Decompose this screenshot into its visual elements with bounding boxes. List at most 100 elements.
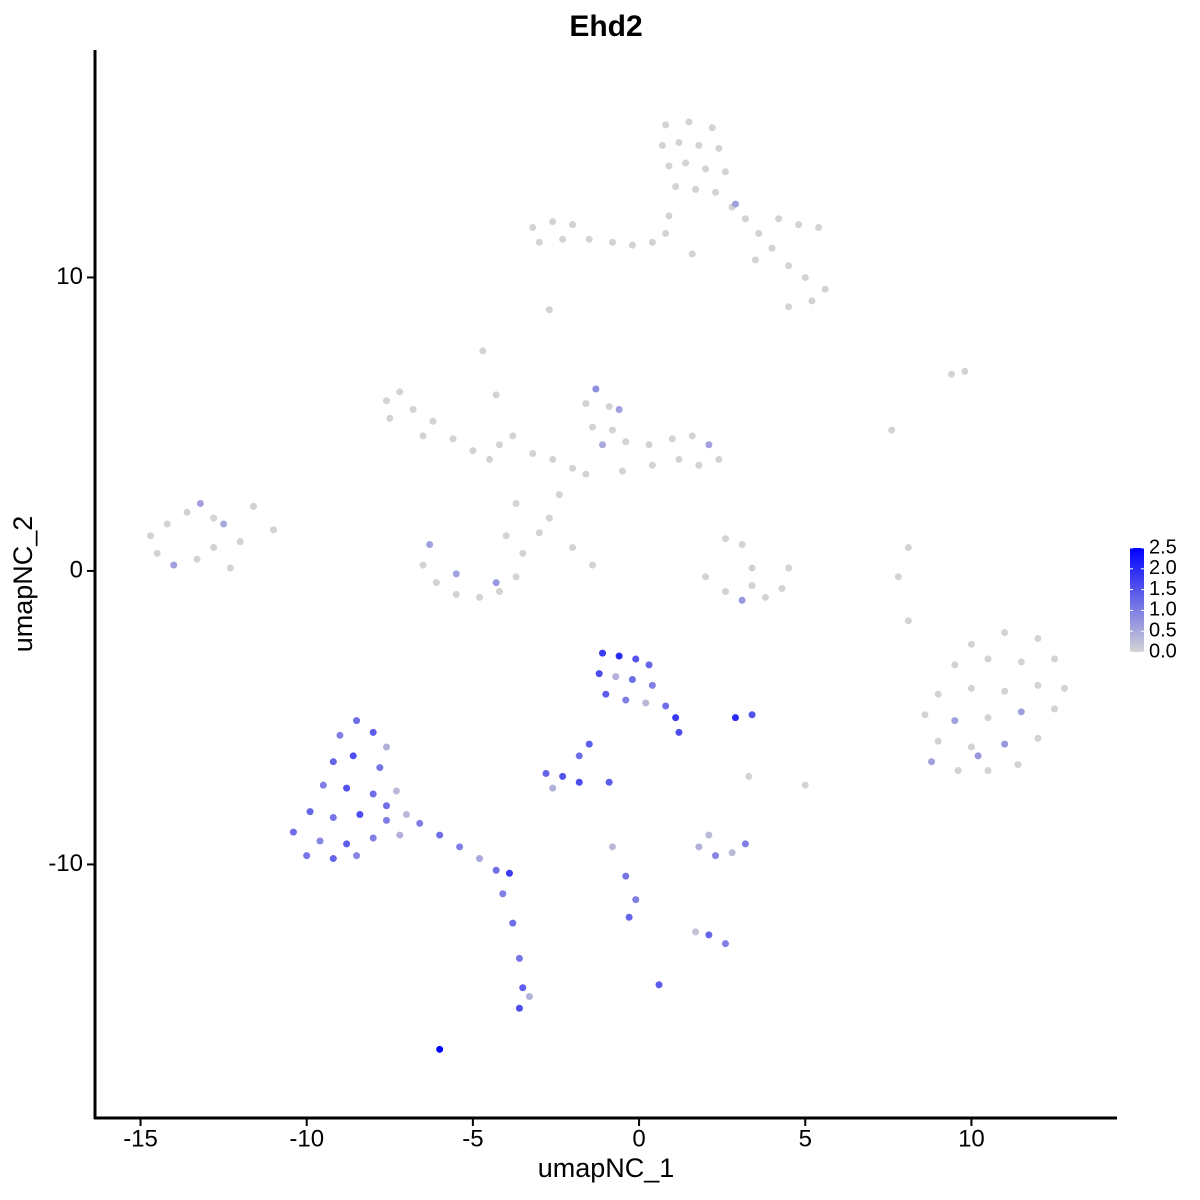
x-tick-label: 10 [958,1125,985,1152]
cell-point [947,370,955,378]
cell-point [585,740,593,748]
cell-point [569,464,577,472]
x-axis-label: umapNC_1 [538,1153,675,1183]
cell-point [605,778,613,786]
cell-point [615,406,623,414]
cell-point [429,417,437,425]
cell-point [602,690,610,698]
cell-point [170,561,178,569]
cell-point [495,587,503,595]
cell-point [183,508,191,516]
x-tick-label: 5 [799,1125,812,1152]
cell-point [505,869,513,877]
cell-point [775,215,783,223]
cell-point [432,579,440,587]
cell-point [1051,705,1059,713]
colorbar-label: 2.5 [1149,536,1177,558]
colorbar-label: 1.5 [1149,578,1177,600]
cell-point [512,499,520,507]
cell-point [721,168,729,176]
cell-point [582,470,590,478]
cell-point [628,241,636,249]
cell-point [755,229,763,237]
cell-point [967,684,975,692]
cell-point [645,441,653,449]
cell-point [748,564,756,572]
cell-point [808,297,816,305]
cell-point [715,455,723,463]
cell-point [741,215,749,223]
cell-point [250,502,258,510]
cell-point [692,928,700,936]
cell-point [210,514,218,522]
cell-point [608,238,616,246]
cell-point [675,728,683,736]
cell-point [688,250,696,258]
cell-point [452,590,460,598]
cell-point [705,441,713,449]
cell-point [436,831,444,839]
cell-point [555,491,563,499]
cell-point [392,787,400,795]
cell-point [702,165,710,173]
y-tick-label: 10 [56,263,83,290]
cell-point [575,778,583,786]
cell-point [984,655,992,663]
cell-point [951,717,959,725]
colorbar-label: 1.0 [1149,599,1177,621]
cell-point [692,185,700,193]
cell-point [655,981,663,989]
cell-point [665,212,673,220]
cell-point [708,124,716,132]
cell-point [702,573,710,581]
cell-point [545,306,553,314]
colorbar-label: 0.5 [1149,619,1177,641]
cell-point [515,954,523,962]
cell-point [675,138,683,146]
cell-point [715,144,723,152]
cell-point [705,831,713,839]
cell-point [549,455,557,463]
cell-point [356,811,364,819]
cell-point [599,441,607,449]
cell-point [336,731,344,739]
cell-point [589,423,597,431]
cell-point [622,872,630,880]
cell-point [745,772,753,780]
cell-point [376,764,384,772]
cell-point [519,984,527,992]
cell-point [801,781,809,789]
cell-point [662,229,670,237]
cell-point [486,455,494,463]
cell-point [329,758,337,766]
cell-point [894,573,902,581]
cell-point [476,593,484,601]
cell-point [821,285,829,293]
cell-point [585,235,593,243]
cell-point [615,652,623,660]
cell-point [426,541,434,549]
cell-point [612,673,620,681]
cell-point [509,432,517,440]
cell-point [269,526,277,534]
cell-point [888,426,896,434]
cell-point [951,661,959,669]
cell-point [515,1004,523,1012]
cell-point [628,676,636,684]
cell-point [622,438,630,446]
cell-point [492,579,500,587]
cell-point [382,743,390,751]
cell-point [559,772,567,780]
cell-point [712,852,720,860]
cell-point [632,896,640,904]
cell-point [731,200,739,208]
cell-point [419,561,427,569]
chart-title: Ehd2 [569,10,642,43]
cell-point [569,543,577,551]
cell-point [499,890,507,898]
cell-point [954,767,962,775]
cell-point [632,655,640,663]
cell-point [785,564,793,572]
cell-point [974,752,982,760]
